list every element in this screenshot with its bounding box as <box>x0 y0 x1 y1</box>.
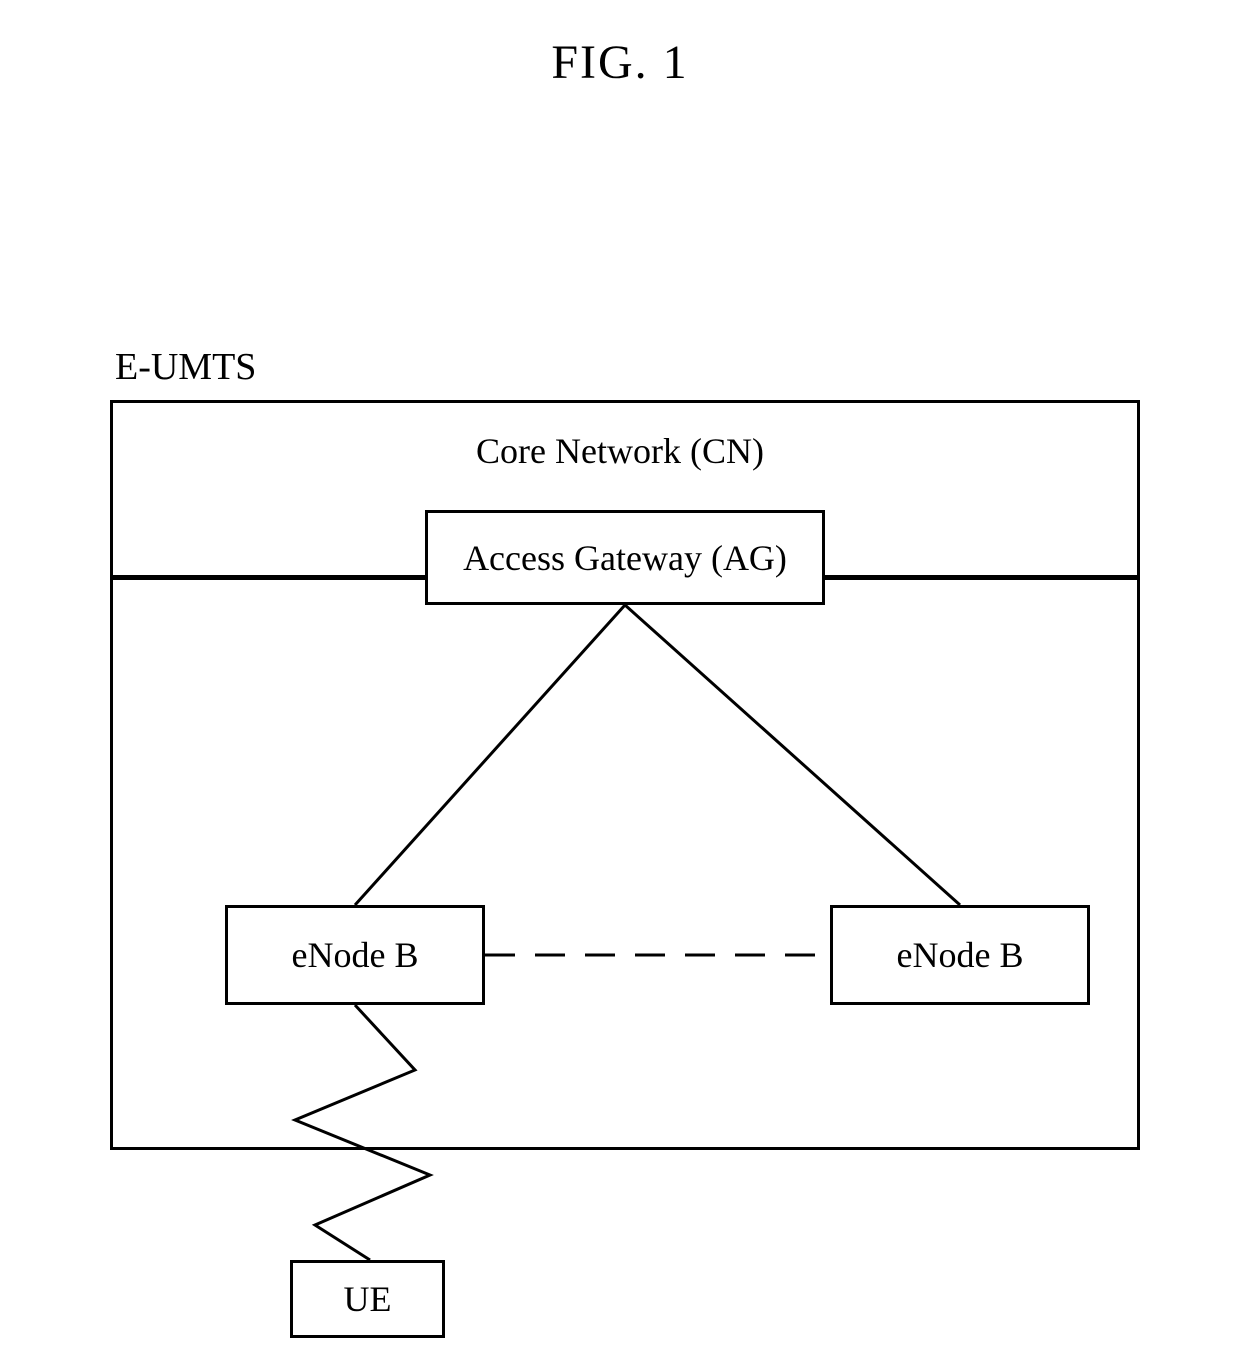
ue-node: UE <box>290 1260 445 1338</box>
connection-lines <box>0 0 1240 1356</box>
ue-label: UE <box>344 1278 392 1320</box>
gateway-node: Access Gateway (AG) <box>425 510 825 605</box>
gateway-label: Access Gateway (AG) <box>463 537 787 579</box>
enodeb-left-label: eNode B <box>292 934 419 976</box>
gateway-to-enodeb-right <box>625 605 960 905</box>
enodeb-left-node: eNode B <box>225 905 485 1005</box>
gateway-to-enodeb-left <box>355 605 625 905</box>
enodeb-to-ue-zigzag <box>295 1005 430 1260</box>
enodeb-right-label: eNode B <box>897 934 1024 976</box>
enodeb-right-node: eNode B <box>830 905 1090 1005</box>
